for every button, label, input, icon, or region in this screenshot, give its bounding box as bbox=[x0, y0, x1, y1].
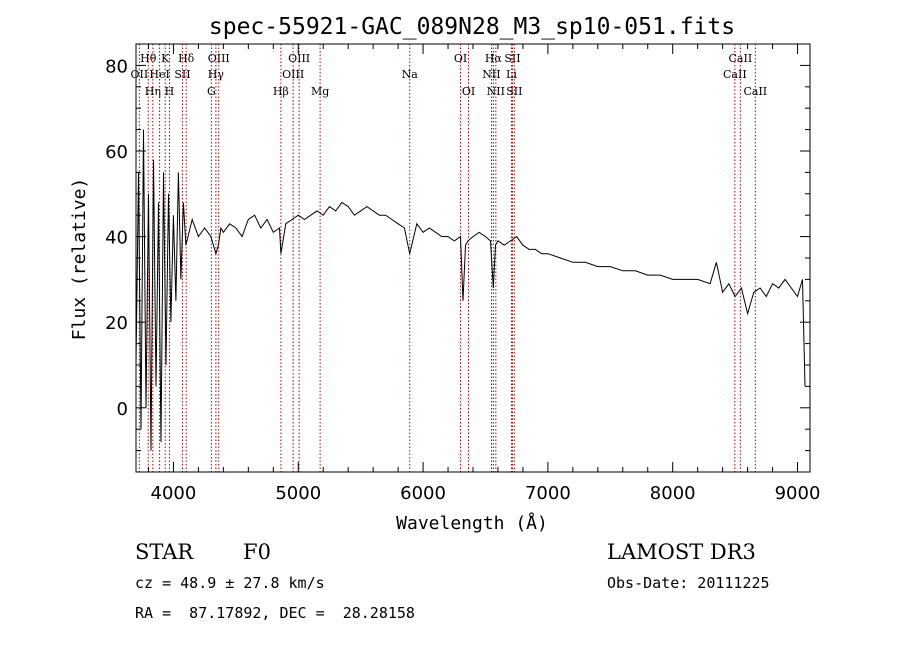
y-tick-label-4: 80 bbox=[105, 56, 128, 77]
y-tick-label-1: 20 bbox=[105, 313, 128, 334]
survey-name: LAMOST DR3 bbox=[607, 540, 756, 564]
flux-series-line bbox=[135, 129, 806, 451]
line-label-14: Mg bbox=[311, 85, 329, 98]
line-label-16: OI bbox=[454, 52, 467, 65]
y-tick-label-0: 0 bbox=[117, 399, 128, 420]
line-label-5: H bbox=[165, 85, 175, 98]
x-tick-label-2: 6000 bbox=[400, 483, 446, 504]
line-label-6: SII bbox=[174, 68, 190, 81]
object-class: STAR bbox=[135, 540, 194, 564]
x-tick-label-5: 9000 bbox=[775, 483, 821, 504]
object-subclass: F0 bbox=[243, 540, 271, 564]
chart-title: spec-55921-GAC_089N28_M3_sp10-051.fits bbox=[209, 14, 735, 40]
line-label-9: Hγ bbox=[208, 68, 225, 81]
line-label-24: CaII bbox=[723, 68, 747, 81]
x-axis-label: Wavelength (Å) bbox=[396, 512, 548, 534]
line-label-10: OIII bbox=[208, 52, 230, 65]
x-tick-label-3: 7000 bbox=[525, 483, 571, 504]
line-label-0: OII bbox=[131, 68, 149, 81]
y-tick-label-3: 60 bbox=[105, 142, 128, 163]
spectral-line-labels: OII Hθ Hη HeI K H SII Hδ G Hγ OIII Hβ OIII OIII Mg Na OI… bbox=[131, 52, 768, 98]
line-label-19: Hα bbox=[485, 52, 503, 65]
x-tick-label-4: 8000 bbox=[650, 483, 696, 504]
y-axis-label: Flux (relative) bbox=[69, 178, 90, 341]
line-label-8: G bbox=[207, 85, 216, 98]
x-tick-label-1: 5000 bbox=[275, 483, 321, 504]
x-axis-ticks: 4000 5000 6000 7000 8000 9000 bbox=[147, 44, 821, 504]
line-label-17: OI bbox=[462, 85, 475, 98]
redshift-velocity: cz = 48.9 ± 27.8 km/s bbox=[135, 574, 325, 592]
line-label-7: Hδ bbox=[178, 52, 195, 65]
observation-date: Obs-Date: 20111225 bbox=[607, 574, 770, 592]
line-label-25: CaII bbox=[729, 52, 753, 65]
line-label-26: CaII bbox=[743, 85, 767, 98]
line-label-12: OIII bbox=[282, 68, 304, 81]
plot-frame bbox=[135, 43, 811, 473]
line-label-20: NII bbox=[487, 85, 505, 98]
line-label-1: Hθ bbox=[140, 52, 157, 65]
line-label-23: SII bbox=[506, 85, 522, 98]
line-label-4: K bbox=[161, 52, 170, 65]
x-tick-label-0: 4000 bbox=[151, 483, 197, 504]
line-label-2: Hη bbox=[145, 85, 161, 98]
y-axis-ticks: 0 20 40 60 80 bbox=[105, 56, 810, 452]
line-label-3: HeI bbox=[149, 68, 169, 81]
line-label-15: Na bbox=[402, 68, 419, 81]
line-label-13: OIII bbox=[288, 52, 310, 65]
line-label-21: Li bbox=[506, 68, 517, 81]
sky-coordinates: RA = 87.17892, DEC = 28.28158 bbox=[135, 604, 415, 622]
line-label-11: Hβ bbox=[273, 85, 289, 98]
line-label-18: NII bbox=[482, 68, 500, 81]
spectral-line-markers bbox=[138, 44, 756, 472]
line-label-22: SII bbox=[504, 52, 520, 65]
y-tick-label-2: 40 bbox=[105, 228, 128, 249]
